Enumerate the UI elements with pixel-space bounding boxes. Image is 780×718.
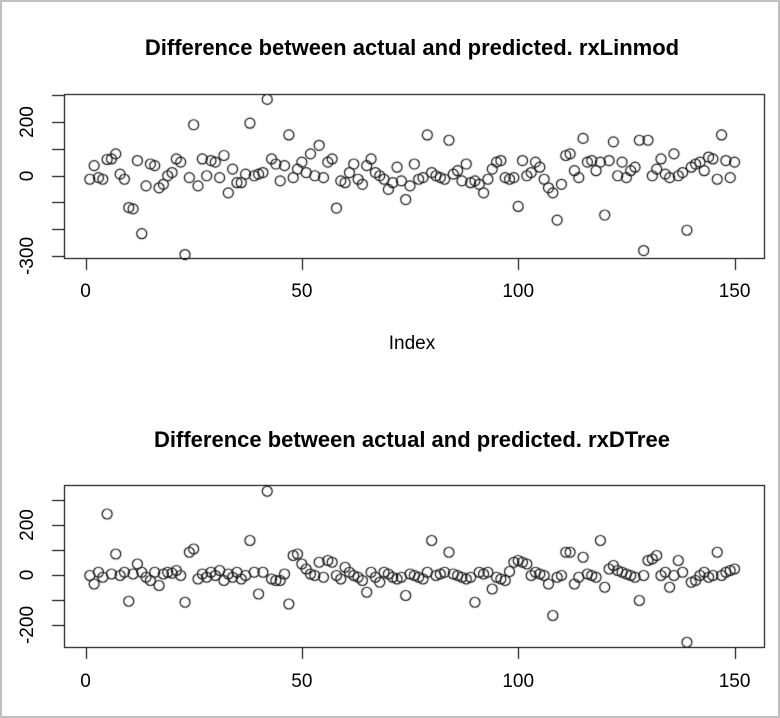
- y-tick-label: -300: [17, 236, 38, 275]
- x-tick-label: 50: [291, 281, 313, 302]
- y-tick-label: 200: [17, 106, 38, 138]
- top-plot-title: Difference between actual and predicted.…: [144, 35, 680, 60]
- x-tick-label: 150: [718, 281, 751, 302]
- x-tick-label: 50: [291, 671, 313, 692]
- y-tick-label: -200: [17, 605, 38, 645]
- bottom-plot-title: Difference between actual and predicted.…: [154, 427, 670, 452]
- x-tick-label: 0: [80, 281, 91, 302]
- top-plot-xaxis-title: Index: [388, 333, 436, 354]
- y-tick-label: 0: [17, 569, 38, 581]
- y-tick-label: 0: [17, 170, 38, 181]
- x-tick-label: 100: [502, 671, 535, 692]
- x-tick-label: 0: [80, 671, 91, 692]
- x-tick-label: 100: [502, 281, 535, 302]
- x-tick-label: 150: [718, 671, 751, 692]
- y-tick-label: 200: [17, 509, 38, 541]
